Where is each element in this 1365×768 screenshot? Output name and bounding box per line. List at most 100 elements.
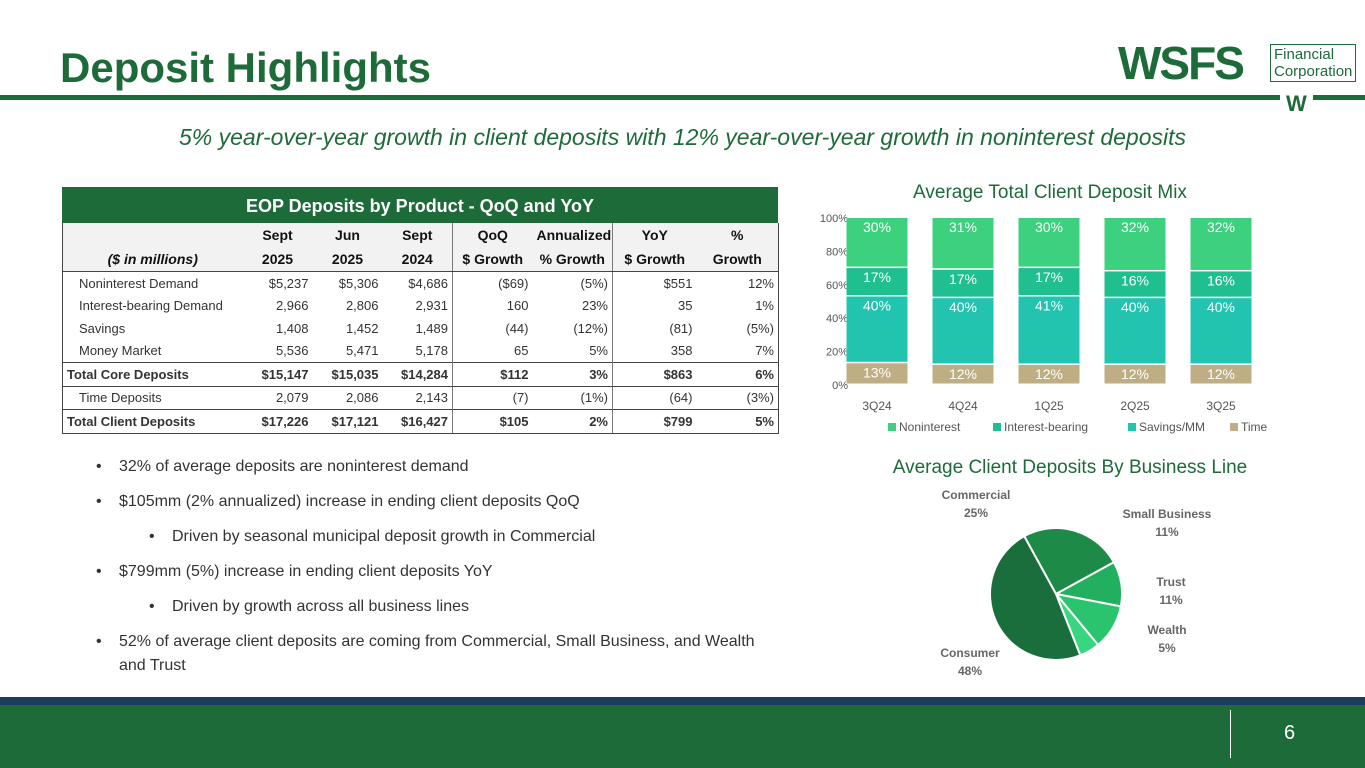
deposits-table-panel: EOP Deposits by Product - QoQ and YoY Se…	[62, 187, 779, 434]
table-cell: 35	[612, 294, 697, 317]
slice-name-label: Trust	[1156, 575, 1185, 589]
table-cell: 23%	[581, 298, 608, 314]
data-label: 17%	[863, 269, 891, 285]
bar-segment	[1018, 364, 1080, 384]
col-header: Jun	[312, 223, 383, 247]
legend-swatch	[1128, 423, 1136, 431]
legend-label: Interest-bearing	[1004, 420, 1088, 434]
table-cell: ($69)	[452, 271, 533, 295]
highlights-list: • 32% of average deposits are noninterest…	[96, 455, 756, 689]
col-header: 2025	[242, 247, 313, 272]
row-label: Time Deposits	[79, 390, 162, 406]
table-cell: 7%	[755, 343, 774, 359]
row-label: Noninterest Demand	[79, 275, 199, 291]
slice-value-label: 5%	[1158, 641, 1176, 655]
table-cell: 1,408	[275, 320, 309, 336]
table-cell: $5,237	[268, 275, 309, 291]
col-header: $ Growth	[612, 247, 697, 272]
table-cell: (3%)	[746, 390, 774, 406]
table-cell: $5,306	[338, 275, 379, 291]
table-cell: 5,178	[415, 343, 448, 359]
col-header: % Growth	[532, 247, 613, 272]
table-cell: (64)	[612, 386, 697, 410]
bar-segment	[1190, 218, 1252, 270]
y-tick-label: 20%	[826, 347, 848, 359]
bar-segment	[1190, 298, 1252, 364]
legend-swatch	[888, 423, 896, 431]
table-cell: 12%	[747, 275, 774, 291]
table-cell: 2,143	[415, 390, 448, 406]
col-header: $ Growth	[452, 247, 533, 272]
y-tick-label: 40%	[826, 313, 848, 325]
table-cell: $863	[612, 362, 697, 387]
data-label: 16%	[1207, 272, 1235, 288]
data-label: 30%	[1035, 219, 1063, 235]
table-cell: (7)	[452, 386, 533, 410]
x-tick-label: 4Q24	[948, 399, 978, 413]
table-row: Money Market 5,536 5,471 5,178 65 5% 358…	[63, 339, 779, 363]
bar-segment	[1104, 298, 1166, 364]
bullet-dot-icon: •	[96, 633, 102, 650]
table-cell: $105	[452, 409, 533, 434]
col-header: QoQ	[452, 223, 533, 247]
col-header: Annualized	[532, 223, 613, 247]
bar-segment	[932, 269, 994, 297]
bullet-text: Driven by growth across all business lin…	[172, 598, 470, 615]
data-label: 12%	[1035, 366, 1063, 382]
legend-swatch	[1230, 423, 1238, 431]
bar-segment	[1018, 296, 1080, 364]
legend-label: Time	[1241, 420, 1268, 434]
deposits-table: Sept Jun Sept QoQ Annualized YoY % ($ in…	[62, 223, 779, 434]
logo-w-mark: W	[1280, 93, 1313, 115]
col-header: %	[696, 223, 779, 247]
col-header: Sept	[242, 223, 313, 247]
sub-bullet-item: • Driven by growth across all business li…	[149, 595, 756, 619]
bullet-text: $105mm (2% annualized) increase in endin…	[119, 493, 580, 510]
pie-slice	[989, 534, 1082, 661]
bar-segment	[1018, 268, 1080, 295]
bar-segment	[932, 218, 994, 269]
data-label: 41%	[1035, 297, 1063, 313]
table-cell: $14,284	[382, 362, 453, 387]
bar-segment	[1190, 364, 1252, 384]
footer-bar	[0, 705, 1365, 768]
bullet-dot-icon: •	[149, 528, 155, 545]
logo-subtext-line2: Corporation	[1274, 63, 1353, 80]
bar-segment	[1104, 364, 1166, 384]
table-cell: 160	[452, 294, 533, 317]
y-tick-label: 80%	[826, 246, 848, 258]
bar-segment	[1104, 218, 1166, 270]
data-label: 40%	[1121, 299, 1149, 315]
slice-name-label: Consumer	[940, 646, 1000, 660]
bullet-dot-icon: •	[96, 493, 102, 510]
data-label: 31%	[949, 219, 977, 235]
legend-swatch	[993, 423, 1001, 431]
table-row: Savings 1,408 1,452 1,489 (44) (12%) (81…	[63, 317, 779, 340]
table-cell: 358	[612, 339, 697, 363]
logo-subtext-line1: Financial	[1274, 46, 1335, 63]
table-row: Interest-bearing Demand 2,966 2,806 2,93…	[63, 294, 779, 317]
data-label: 17%	[1035, 269, 1063, 285]
bar-segment	[932, 364, 994, 384]
data-label: 40%	[1207, 299, 1235, 315]
slice-value-label: 11%	[1159, 593, 1183, 607]
table-cell: 3%	[532, 362, 613, 387]
row-label: Savings	[79, 320, 126, 336]
units-label: ($ in millions)	[62, 247, 243, 272]
table-cell: 2,079	[275, 390, 309, 406]
table-cell: $799	[612, 409, 697, 434]
data-label: 12%	[949, 366, 977, 382]
row-label: Total Client Deposits	[62, 409, 243, 434]
bullet-dot-icon: •	[96, 458, 102, 475]
business-line-chart-title: Average Client Deposits By Business Line	[892, 457, 1248, 478]
col-header: YoY	[612, 223, 697, 247]
table-cell: $112	[452, 362, 533, 387]
table-row: Time Deposits 2,079 2,086 2,143 (7) (1%)…	[63, 386, 779, 410]
page-title: Deposit Highlights	[60, 44, 431, 91]
table-header-spacer	[62, 223, 243, 247]
business-line-pie-chart: Commercial 25% Small Business 11% Trust 11% We…	[940, 488, 1211, 678]
y-tick-label: 100%	[820, 213, 848, 225]
bar-segment	[1018, 218, 1080, 267]
data-label: 13%	[863, 364, 891, 380]
slice-value-label: 11%	[1155, 525, 1179, 539]
